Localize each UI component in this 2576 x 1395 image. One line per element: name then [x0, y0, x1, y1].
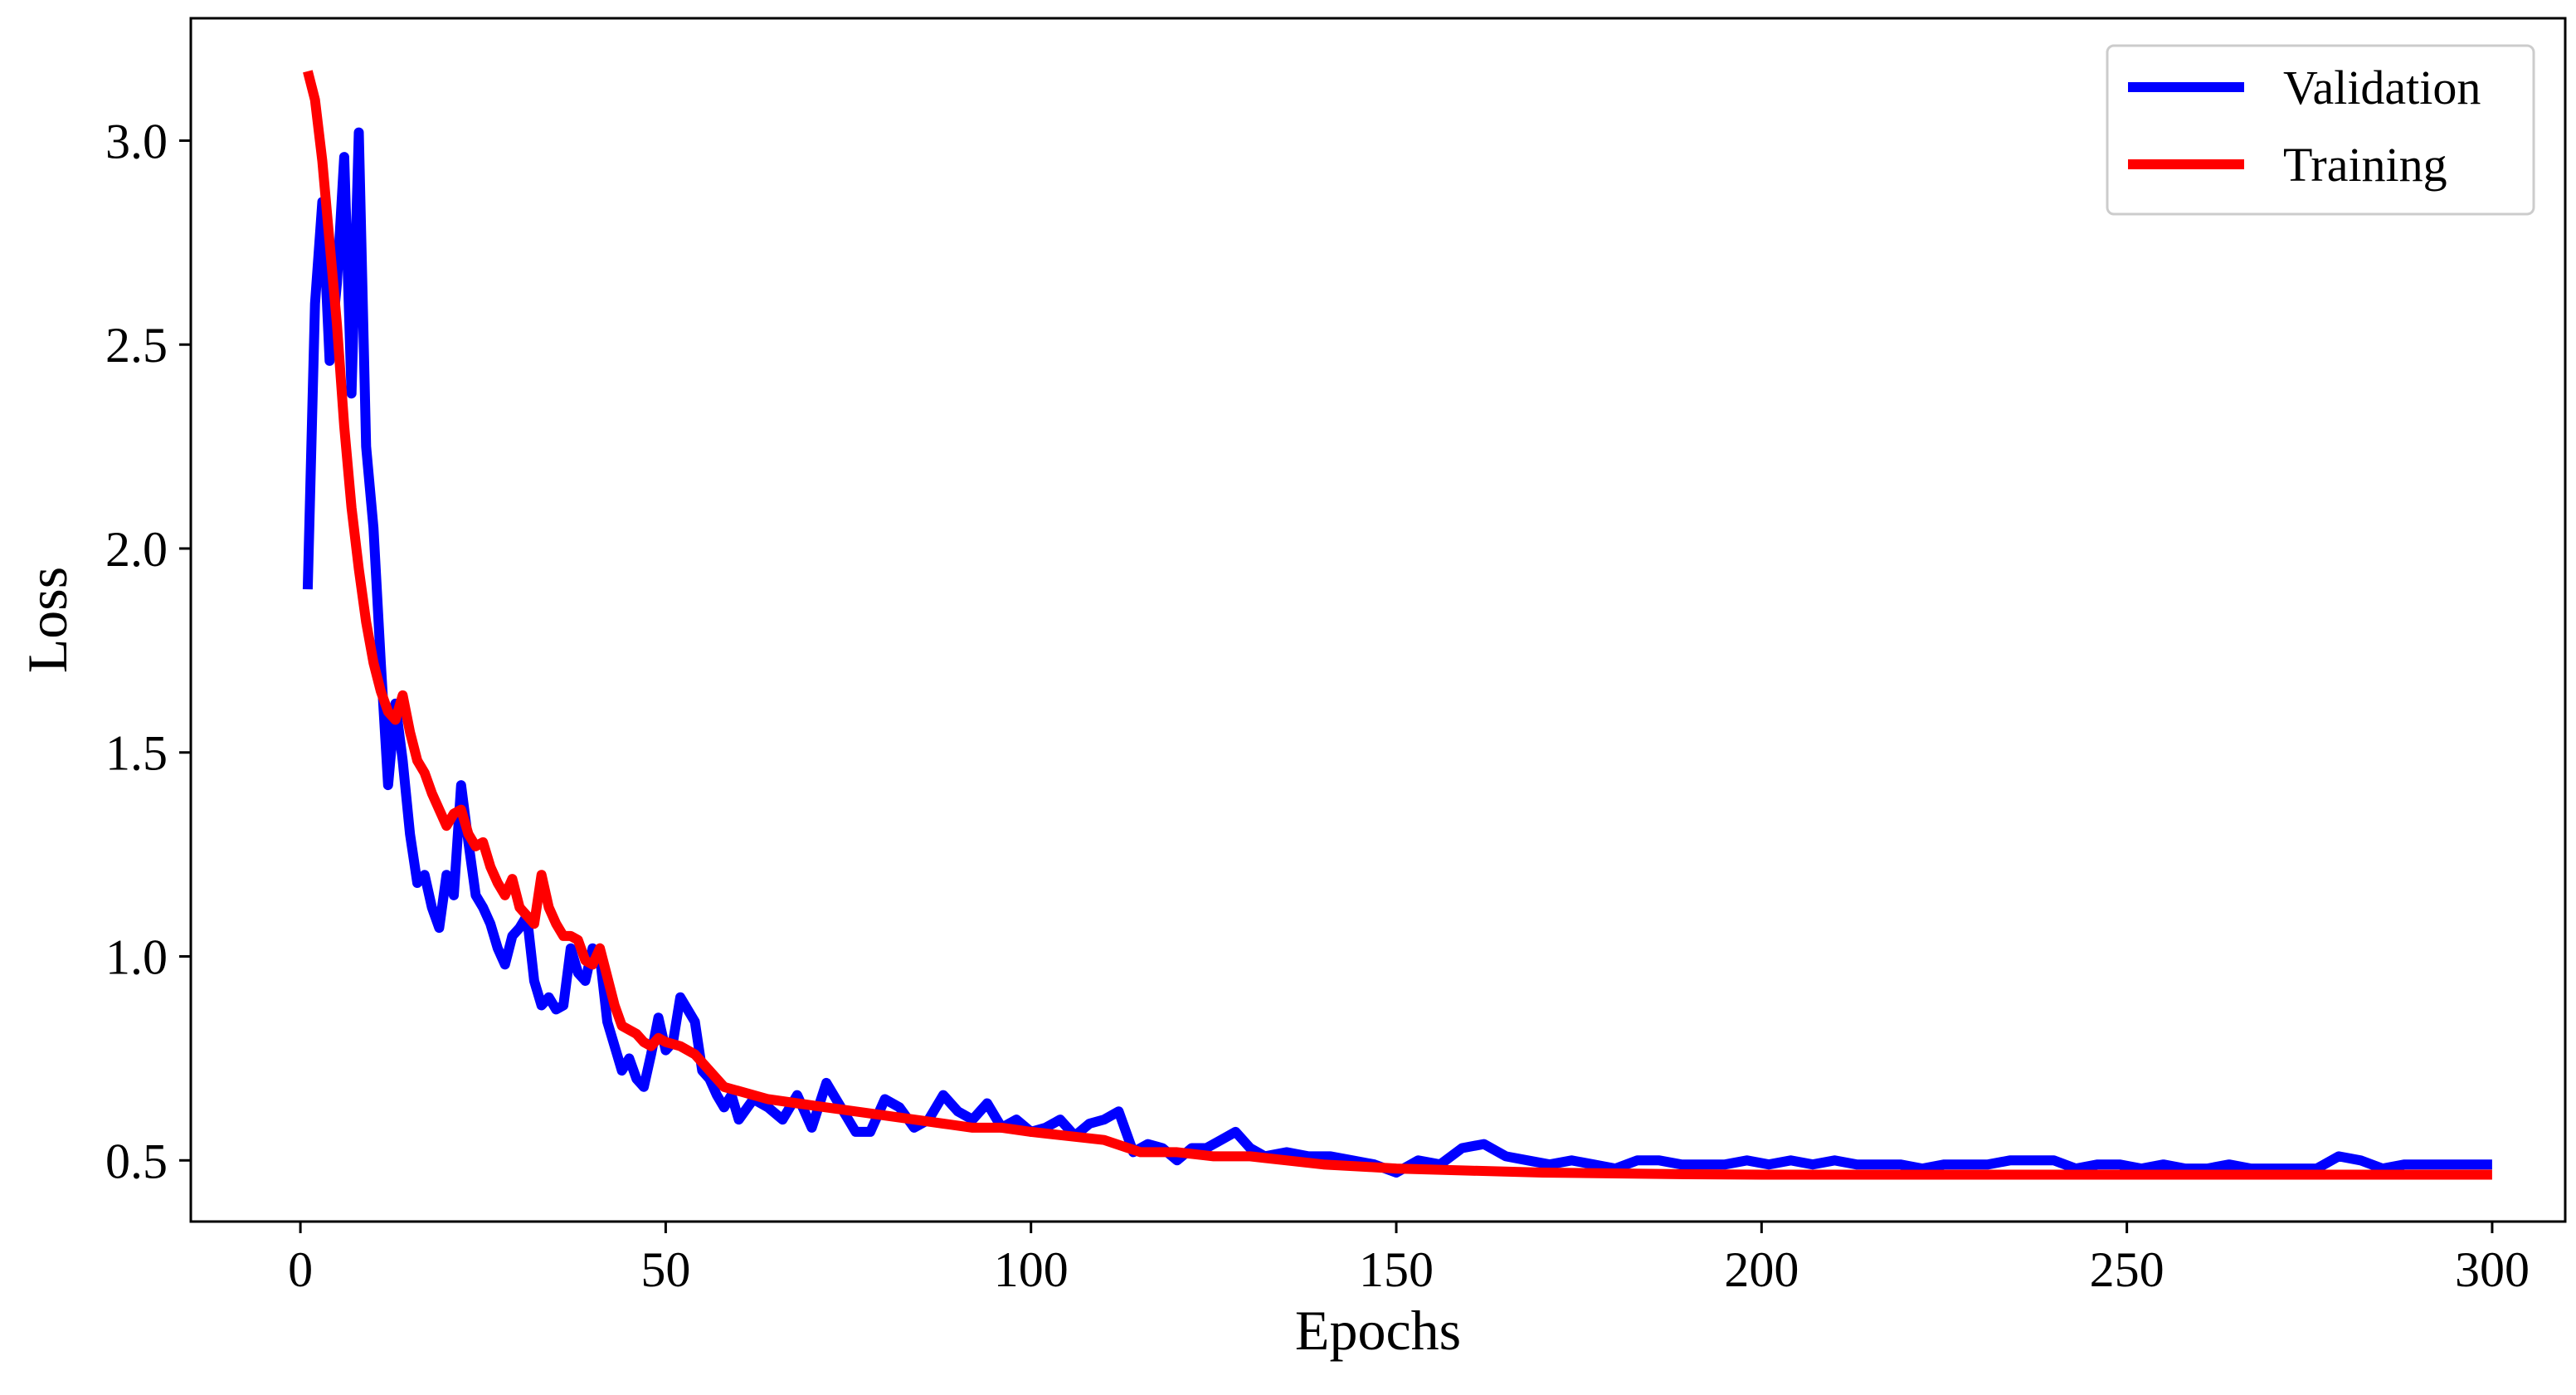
- plot-frame: [189, 17, 2567, 1223]
- legend-label-training: Training: [2283, 138, 2447, 192]
- y-axis-ticks: 0.5 1.0 1.5 2.0 2.5 3.0: [105, 114, 191, 1188]
- x-tick-label: 100: [994, 1242, 1069, 1297]
- legend-label-validation: Validation: [2283, 61, 2481, 115]
- y-tick-label: 1.0: [105, 930, 168, 985]
- x-tick-label: 250: [2090, 1242, 2165, 1297]
- series-line-training: [303, 70, 2492, 1180]
- x-tick-label: 0: [288, 1242, 313, 1297]
- y-tick-label: 2.0: [105, 522, 168, 577]
- series-line-validation: [302, 127, 2492, 1178]
- y-tick-label: 3.0: [105, 114, 168, 168]
- x-tick-label: 150: [1359, 1242, 1434, 1297]
- x-tick-label: 200: [1724, 1242, 1799, 1297]
- x-axis-label: Epochs: [1295, 1299, 1461, 1362]
- y-tick-label: 0.5: [105, 1134, 168, 1188]
- y-axis-label: Loss: [16, 567, 79, 673]
- series-lines: [302, 70, 2492, 1180]
- y-tick-label: 2.5: [105, 318, 168, 373]
- y-tick-label: 1.5: [105, 726, 168, 781]
- legend: Validation Training: [2106, 44, 2535, 216]
- x-axis-ticks: 0 50 100 150 200 250 300: [288, 1222, 2530, 1297]
- x-tick-label: 300: [2455, 1242, 2530, 1297]
- x-tick-label: 50: [640, 1242, 690, 1297]
